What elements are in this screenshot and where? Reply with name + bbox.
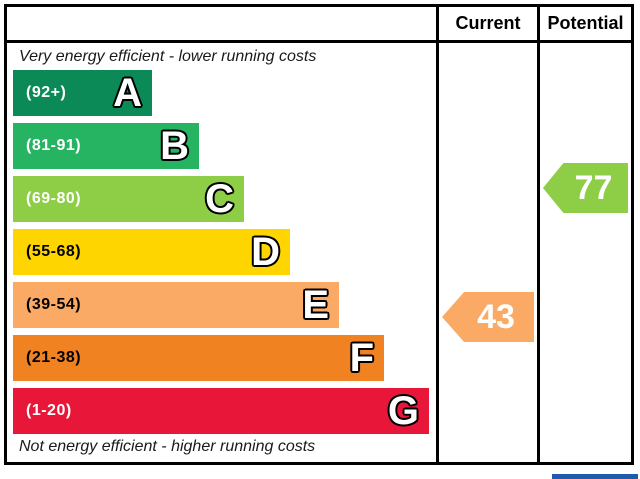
partial-footer-box-top-border: [552, 474, 638, 479]
rating-band-row: (1-20) G: [13, 388, 429, 434]
band-range-label: (39-54): [26, 296, 82, 313]
band-range-label: (81-91): [26, 137, 82, 154]
current-column-header: Current: [436, 7, 537, 40]
current-column: 43: [436, 43, 537, 462]
bottom-caption: Not energy efficient - higher running co…: [19, 438, 316, 455]
potential-column-header: Potential: [537, 7, 631, 40]
band-range-label: (92+): [26, 84, 67, 101]
rating-band-row: (92+) A: [13, 70, 152, 116]
current-rating-arrow: 43: [442, 292, 534, 342]
potential-rating-value: 77: [574, 168, 613, 207]
rating-band-row: (81-91) B: [13, 123, 199, 169]
band-letter: B: [160, 124, 189, 168]
band-range-label: (69-80): [26, 190, 82, 207]
potential-rating-arrow: 77: [543, 163, 628, 213]
band-letter: G: [387, 389, 419, 433]
band-range-label: (1-20): [26, 402, 72, 419]
rating-band-row: (69-80) C: [13, 176, 244, 222]
band-letter: D: [251, 230, 280, 274]
epc-table: Current Potential Very energy efficient …: [4, 4, 634, 465]
band-letter: E: [302, 283, 329, 327]
rating-band-row: (55-68) D: [13, 229, 290, 275]
band-letter: F: [349, 336, 374, 380]
table-body-row: Very energy efficient - lower running co…: [7, 43, 631, 462]
rating-scale-area: Very energy efficient - lower running co…: [7, 43, 436, 462]
current-rating-value: 43: [477, 297, 515, 336]
band-letter: C: [205, 177, 234, 221]
band-range-label: (21-38): [26, 349, 82, 366]
rating-bands: (92+) A (81-91) B (69-80) C (55-68) D (3…: [13, 70, 436, 441]
potential-column: 77: [537, 43, 631, 462]
rating-band-row: (21-38) F: [13, 335, 384, 381]
rating-band-row: (39-54) E: [13, 282, 339, 328]
table-header-row: Current Potential: [7, 7, 631, 43]
chart-header-spacer: [7, 7, 436, 40]
top-caption: Very energy efficient - lower running co…: [19, 48, 317, 65]
band-letter: A: [113, 71, 142, 115]
band-range-label: (55-68): [26, 243, 82, 260]
